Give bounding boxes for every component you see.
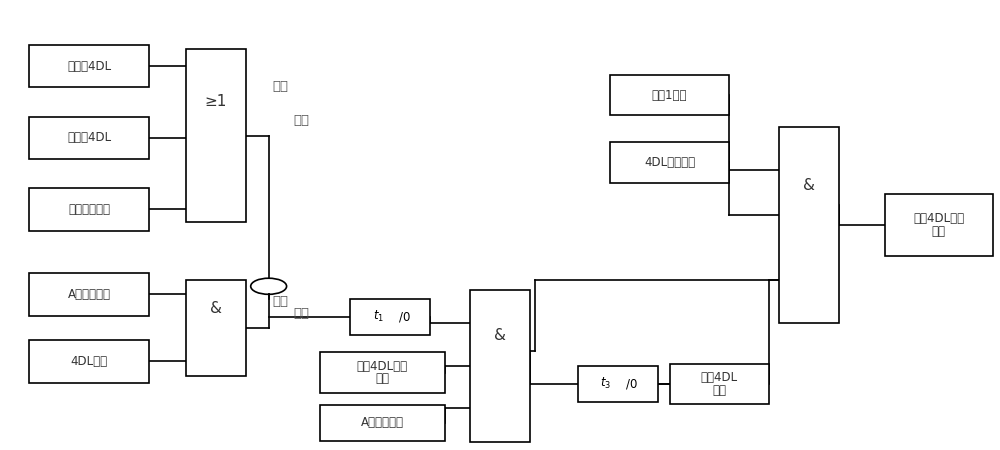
Text: 手动合4DL: 手动合4DL	[67, 131, 111, 144]
Bar	[670, 364, 769, 404]
Text: 母线差动保护: 母线差动保护	[68, 203, 110, 216]
Text: 4DL由分到合: 4DL由分到合	[644, 156, 695, 169]
Text: /0: /0	[399, 310, 410, 323]
Bar	[885, 194, 993, 256]
Text: ≥1: ≥1	[205, 94, 227, 108]
Bar	[29, 117, 149, 159]
Bar	[29, 340, 149, 382]
Text: 4DL分位: 4DL分位	[71, 355, 108, 368]
Text: A站母线有压: A站母线有压	[361, 416, 404, 429]
Text: 命令: 命令	[375, 372, 389, 385]
Text: 放电: 放电	[294, 113, 310, 126]
Text: 启动4DL: 启动4DL	[701, 371, 738, 384]
Text: &: &	[210, 301, 222, 316]
Bar	[320, 405, 445, 441]
Text: $t_3$: $t_3$	[600, 376, 611, 392]
Text: 放电: 放电	[273, 80, 289, 93]
Bar	[470, 290, 530, 442]
Bar	[610, 75, 729, 116]
Text: A站母线有压: A站母线有压	[68, 288, 111, 301]
Text: 成功: 成功	[932, 225, 946, 238]
Text: 发出4DL合闸: 发出4DL合闸	[913, 212, 964, 225]
Text: &: &	[803, 178, 815, 193]
Bar	[186, 50, 246, 222]
Text: /0: /0	[626, 377, 637, 390]
Bar	[186, 280, 246, 376]
Text: 收到4DL合闸: 收到4DL合闸	[357, 360, 408, 373]
Text: 线路1有压: 线路1有压	[652, 89, 687, 102]
Bar	[320, 352, 445, 393]
Bar	[29, 273, 149, 315]
Text: 充电: 充电	[273, 295, 289, 307]
Bar	[350, 299, 430, 334]
Bar	[578, 366, 658, 402]
Text: $t_1$: $t_1$	[373, 309, 384, 324]
Text: 手动分4DL: 手动分4DL	[67, 60, 111, 73]
Bar	[29, 188, 149, 230]
Text: &: &	[494, 328, 506, 343]
Bar	[29, 45, 149, 87]
Text: 合闸: 合闸	[712, 383, 726, 396]
Bar	[779, 126, 839, 324]
Bar	[610, 142, 729, 183]
Text: 充电: 充电	[294, 307, 310, 320]
